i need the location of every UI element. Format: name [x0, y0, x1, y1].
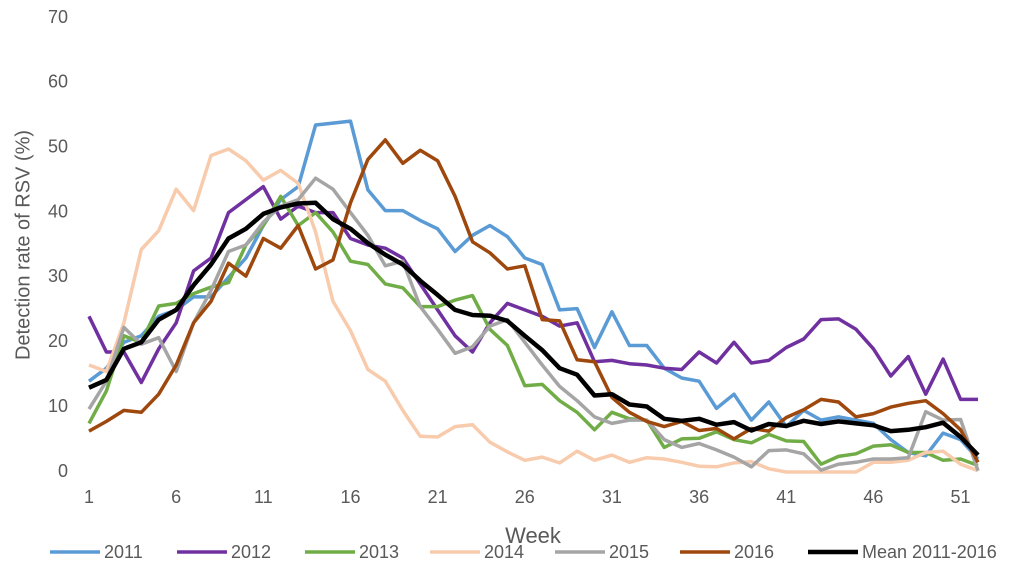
legend-label: 2012	[231, 542, 271, 562]
y-tick-label: 0	[58, 461, 68, 481]
x-tick-label: 31	[602, 487, 622, 507]
legend-label: 2011	[104, 542, 143, 562]
x-tick-label: 11	[254, 487, 273, 507]
legend-label: 2016	[734, 542, 774, 562]
y-tick-label: 20	[48, 331, 68, 351]
series-line	[87, 184, 978, 402]
x-tick-label: 41	[776, 487, 796, 507]
legend-label: 2015	[609, 542, 649, 562]
x-tick-label: 21	[428, 487, 448, 507]
y-tick-label: 40	[48, 201, 68, 221]
series-line	[87, 194, 979, 468]
y-tick-label: 70	[48, 7, 68, 27]
x-tick-label: 16	[340, 487, 360, 507]
y-tick-label: 60	[48, 72, 68, 92]
y-tick-label: 50	[48, 136, 68, 156]
series-line	[88, 147, 979, 474]
x-axis-label: Week	[505, 523, 562, 548]
legend-label: 2014	[484, 542, 524, 562]
y-tick-label: 10	[48, 396, 68, 416]
y-tick-label: 30	[48, 266, 68, 286]
series-line	[88, 200, 980, 457]
x-tick-label: 46	[863, 487, 883, 507]
x-tick-label: 1	[84, 487, 94, 507]
series-line	[88, 138, 980, 464]
x-tick-label: 6	[171, 487, 181, 507]
x-tick-label: 36	[689, 487, 709, 507]
x-tick-label: 51	[951, 487, 971, 507]
y-axis-label: Detection rate of RSV (%)	[12, 130, 34, 360]
series-line	[87, 176, 980, 472]
legend-label: Mean 2011-2016	[862, 542, 997, 562]
legend-label: 2013	[359, 542, 399, 562]
x-tick-label: 26	[515, 487, 535, 507]
